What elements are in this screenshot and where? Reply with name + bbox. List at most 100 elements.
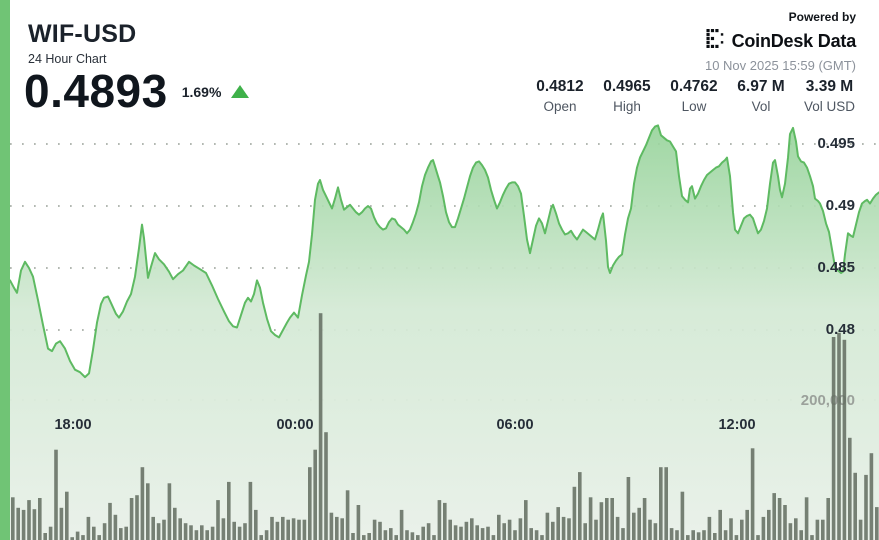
volume-bar	[551, 521, 555, 540]
volume-bar	[718, 509, 722, 540]
volume-bar	[383, 530, 388, 540]
volume-bars	[11, 313, 879, 540]
volume-bar	[626, 477, 631, 540]
volume-bar	[853, 472, 857, 540]
volume-bar	[815, 519, 820, 540]
volume-bar	[205, 530, 209, 540]
volume-bar	[637, 507, 641, 540]
volume-bar	[524, 500, 528, 540]
volume-bar	[259, 535, 263, 540]
volume-bar	[691, 530, 695, 540]
volume-bar	[756, 535, 760, 540]
volume-bar	[632, 512, 636, 540]
volume-bar	[480, 528, 485, 540]
volume-bar	[135, 495, 139, 540]
volume-bar	[129, 498, 134, 540]
volume-bar	[664, 467, 668, 540]
volume-bar	[578, 472, 582, 540]
volume-bar	[248, 481, 253, 540]
volume-bar	[291, 518, 296, 540]
volume-bar	[32, 509, 37, 540]
volume-bar	[232, 521, 236, 540]
brand-block: Powered by CoinDesk Data 10 Nov 202	[705, 10, 856, 73]
volume-bar	[372, 519, 377, 540]
volume-bar	[507, 519, 512, 540]
volume-bar	[810, 535, 814, 540]
volume-bar	[389, 528, 393, 540]
volume-bar	[605, 498, 609, 540]
volume-bar	[723, 530, 728, 540]
volume-bar	[875, 507, 879, 540]
volume-bar	[491, 535, 496, 540]
volume-bar	[869, 453, 874, 540]
stat-value: 0.4762	[670, 78, 718, 95]
volume-bar	[518, 518, 523, 540]
volume-bar	[502, 523, 506, 540]
volume-bar	[313, 449, 317, 540]
volume-bar	[86, 516, 91, 540]
volume-bar	[221, 518, 226, 540]
volume-bar	[216, 500, 220, 540]
chart-timestamp: 10 Nov 2025 15:59 (GMT)	[704, 58, 856, 73]
price-line	[9, 124, 879, 379]
volume-bar	[189, 525, 193, 540]
volume-bar	[43, 533, 47, 540]
volume-bar	[173, 507, 177, 540]
price-change-percent: 1.69%	[181, 84, 222, 100]
volume-bar	[470, 518, 474, 540]
volume-bar	[302, 519, 307, 540]
volume-bar	[848, 437, 852, 540]
volume-bar	[48, 526, 53, 540]
volume-bar	[734, 535, 739, 540]
volume-bar	[740, 519, 744, 540]
volume-bar	[405, 530, 409, 540]
volume-bar	[567, 518, 571, 540]
volume-bar	[772, 493, 776, 540]
volume-bar	[642, 498, 647, 540]
volume-bar	[108, 502, 112, 540]
volume-bar	[561, 516, 566, 540]
volume-bar	[599, 502, 604, 540]
volume-bar	[362, 535, 366, 540]
volume-bar	[464, 521, 469, 540]
volume-bar	[826, 498, 830, 540]
volume-bar	[254, 509, 258, 540]
up-triangle-icon	[231, 85, 250, 98]
volume-bar	[783, 505, 787, 540]
volume-bar	[16, 507, 20, 540]
volume-bar	[707, 516, 712, 540]
volume-bar	[696, 532, 701, 540]
volume-axis-tick-label: 200,000	[801, 392, 855, 409]
coindesk-logo-icon	[706, 29, 727, 53]
powered-by-label: Powered by	[788, 10, 856, 24]
stat-vol: 6.97 M Vol	[737, 78, 785, 114]
volume-bar	[653, 523, 658, 540]
stat-open: 0.4812 Open	[536, 78, 584, 114]
volume-bar	[572, 486, 577, 540]
volume-bar	[275, 521, 280, 540]
volume-bar	[702, 530, 706, 540]
volume-bar	[81, 535, 85, 540]
volume-bar	[621, 528, 625, 540]
volume-bar	[556, 507, 560, 540]
volume-bar	[767, 509, 771, 540]
volume-bar	[227, 481, 231, 540]
ohlc-stats-row: 0.4812 Open 0.4965 High 0.4762 Low 6.97 M Vol 3.…	[536, 78, 855, 114]
volume-bar	[21, 509, 26, 540]
volume-bar	[308, 467, 312, 540]
volume-bar	[210, 526, 215, 540]
stat-value: 0.4965	[603, 78, 651, 95]
stat-label: Vol	[751, 99, 771, 114]
volume-bar	[680, 491, 685, 540]
volume-bar	[713, 533, 717, 540]
volume-bar	[426, 523, 431, 540]
volume-bar	[443, 502, 447, 540]
volume-bar	[297, 519, 301, 540]
volume-bar	[410, 532, 415, 540]
volume-bar	[113, 514, 118, 540]
volume-bar	[529, 528, 533, 540]
volume-bar	[243, 523, 247, 540]
volume-bar	[686, 535, 690, 540]
